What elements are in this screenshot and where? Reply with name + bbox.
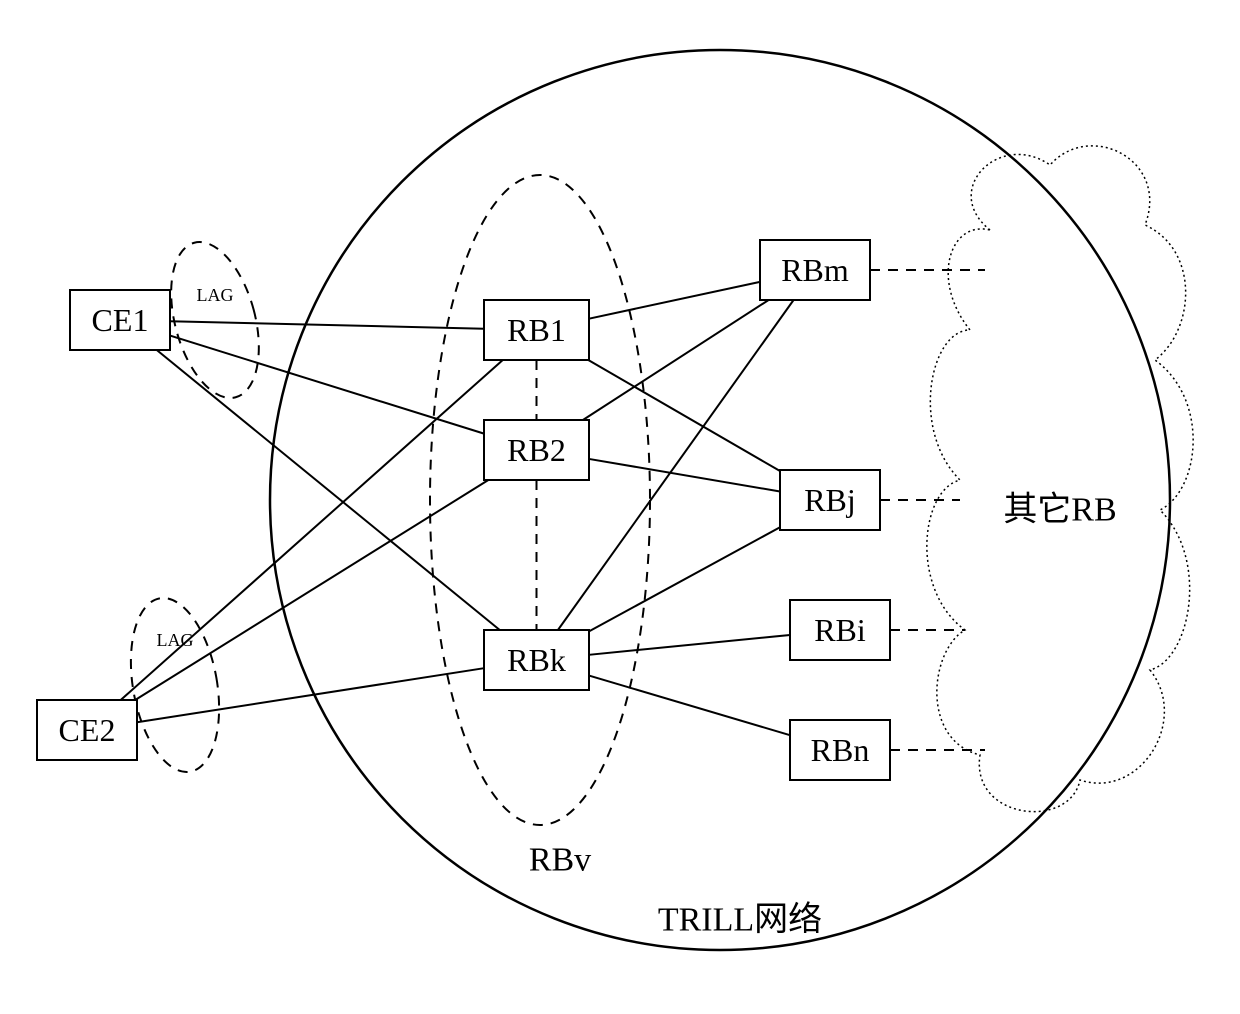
trill-label: TRILL网络 <box>658 901 822 939</box>
other-rb-cloud <box>927 146 1193 812</box>
edge-RBk-RBn <box>589 676 790 736</box>
edge-RBk-RBj <box>589 527 780 631</box>
edge-RBk-RBi <box>589 635 790 655</box>
lag-ellipse-1 <box>156 232 275 407</box>
node-label-RBn: RBn <box>811 732 870 768</box>
node-label-RB2: RB2 <box>507 432 566 468</box>
rbv-label: RBv <box>529 842 591 879</box>
other-rb-label: 其它RB <box>1003 491 1116 529</box>
edge-CE1-RBk <box>157 350 500 630</box>
node-label-RBm: RBm <box>781 252 849 288</box>
edge-RBk-RBm <box>558 300 794 630</box>
edge-RB2-RBm <box>583 300 769 420</box>
edge-CE2-RB2 <box>135 480 488 700</box>
node-label-RBj: RBj <box>804 482 856 518</box>
edge-CE1-RB1 <box>170 321 484 329</box>
lag-label-1: LAG <box>197 285 234 305</box>
node-label-RB1: RB1 <box>507 312 566 348</box>
lag-label-2: LAG <box>157 630 194 650</box>
node-label-CE2: CE2 <box>59 712 116 748</box>
node-label-RBk: RBk <box>507 642 566 678</box>
edge-RB2-RBj <box>589 459 780 492</box>
network-diagram: CE1 CE2 RB1 RB2 RBk RBm RBj RBi RBn RBv TRILL网络 其它R… <box>0 0 1240 1014</box>
edge-RB1-RBm <box>589 282 760 319</box>
edge-CE2-RBk <box>137 668 484 722</box>
node-label-CE1: CE1 <box>92 302 149 338</box>
rbv-group-ellipse <box>430 175 650 825</box>
node-label-RBi: RBi <box>814 612 866 648</box>
